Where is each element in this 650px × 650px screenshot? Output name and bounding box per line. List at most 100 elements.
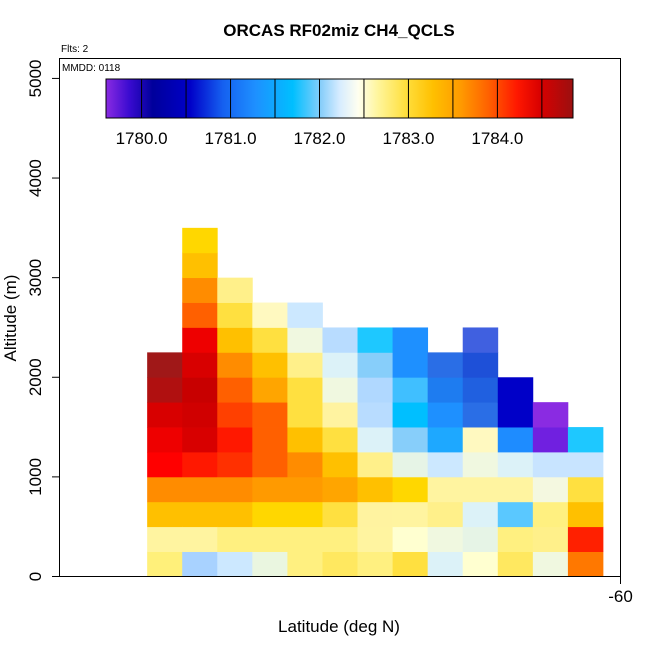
heatmap-cell [427,501,464,528]
heatmap-cell [182,252,218,279]
heatmap-cell [462,352,499,378]
heatmap-cell [322,402,358,428]
heatmap-cell [287,476,323,503]
heatmap-cell [217,526,253,552]
heatmap-cell [497,377,534,403]
heatmap-cell [427,377,464,403]
x-axis-label: Latitude (deg N) [278,617,400,636]
heatmap-cell [462,551,499,577]
heatmap-cell [182,451,218,478]
heatmap-cell [427,427,464,453]
heatmap-cell [252,526,288,552]
heatmap-cell [252,551,288,577]
heatmap-cell [147,451,183,478]
heatmap-cell [217,277,253,303]
heatmap-cell [567,476,604,503]
heatmap-cell [462,451,499,478]
heatmap-cell [567,551,604,577]
heatmap-cell [357,501,393,528]
heatmap-cell [392,327,429,353]
heatmap-cell [357,327,393,353]
heatmap-cell [182,277,218,303]
heatmap-cell [497,526,534,552]
heatmap-cell [497,402,534,428]
y-tick-label: 2000 [26,358,45,396]
flights-note: Flts: 2 [61,44,89,55]
heatmap-cell [427,451,464,478]
heatmap-cell [322,451,358,478]
colorbar-tick-label: 1780.0 [116,129,168,148]
colorbar-tick-label: 1784.0 [471,129,523,148]
heatmap-cell [287,501,323,528]
heatmap-cell [217,327,253,353]
heatmap-cell [217,501,253,528]
heatmap-cell [287,451,323,478]
heatmap-cell [427,352,464,378]
heatmap-cell [392,427,429,453]
heatmap-cell [532,427,569,453]
heatmap-cell [322,551,358,577]
heatmap-cell [357,427,393,453]
heatmap-cell [217,352,253,378]
heatmap-cell [252,501,288,528]
heatmap-cell [532,402,569,428]
heatmap-cell [252,427,288,453]
heatmap-cell [182,302,218,328]
heatmap-cell [147,352,183,378]
heatmap-cell [182,427,218,453]
heatmap-cell [497,427,534,453]
heatmap-cell [287,402,323,428]
heatmap-cell [147,551,183,577]
heatmap-cell [357,476,393,503]
heatmap-cell [357,402,393,428]
heatmap-cell [392,377,429,403]
heatmap-cell [217,427,253,453]
heatmap-cell [182,551,218,577]
heatmap-cell [287,526,323,552]
heatmap-cell [217,551,253,577]
heatmap-cell [567,526,604,552]
heatmap-cell [497,501,534,528]
y-axis-label: Altitude (m) [1,275,20,362]
heatmap-cell [252,302,288,328]
heatmap-cell [427,551,464,577]
x-tick-label: -60 [608,587,633,606]
heatmap-cell [462,476,499,503]
heatmap-cell [252,377,288,403]
heatmap-cell [147,427,183,453]
heatmap-cell [322,476,358,503]
heatmap-cell [532,501,569,528]
heatmap-cell [287,377,323,403]
heatmap-cell [532,551,569,577]
heatmap-cell [322,327,358,353]
chart-title: ORCAS RF02miz CH4_QCLS [223,21,454,40]
heatmap-cell [357,377,393,403]
heatmap-cell [252,476,288,503]
heatmap-cell [252,327,288,353]
heatmap-cell [392,402,429,428]
heatmap-cell [567,501,604,528]
heatmap-cell [567,451,604,478]
heatmap-cell [147,501,183,528]
heatmap-cell [287,352,323,378]
heatmap-cell [497,476,534,503]
y-tick-label: 3000 [26,259,45,297]
heatmap-cell [217,402,253,428]
colorbar-gradient [105,78,574,119]
heatmap-cell [322,427,358,453]
colorbar: 1780.0 1781.0 1782.0 1783.0 1784.0 [105,78,574,148]
colorbar-tick-label: 1782.0 [293,129,345,148]
heatmap-cell [182,501,218,528]
heatmap-cell [462,526,499,552]
y-axis: 0 1000 2000 3000 4000 5000 [26,60,60,581]
heatmap-cell [462,327,499,353]
heatmap-cell [322,377,358,403]
heatmap-cell [427,476,464,503]
heatmap-cell [392,451,429,478]
heatmap-cells [147,227,604,577]
heatmap-cell [217,451,253,478]
heatmap-cell [462,377,499,403]
heatmap-cell [357,451,393,478]
heatmap-cell [532,526,569,552]
heatmap-cell [147,526,183,552]
